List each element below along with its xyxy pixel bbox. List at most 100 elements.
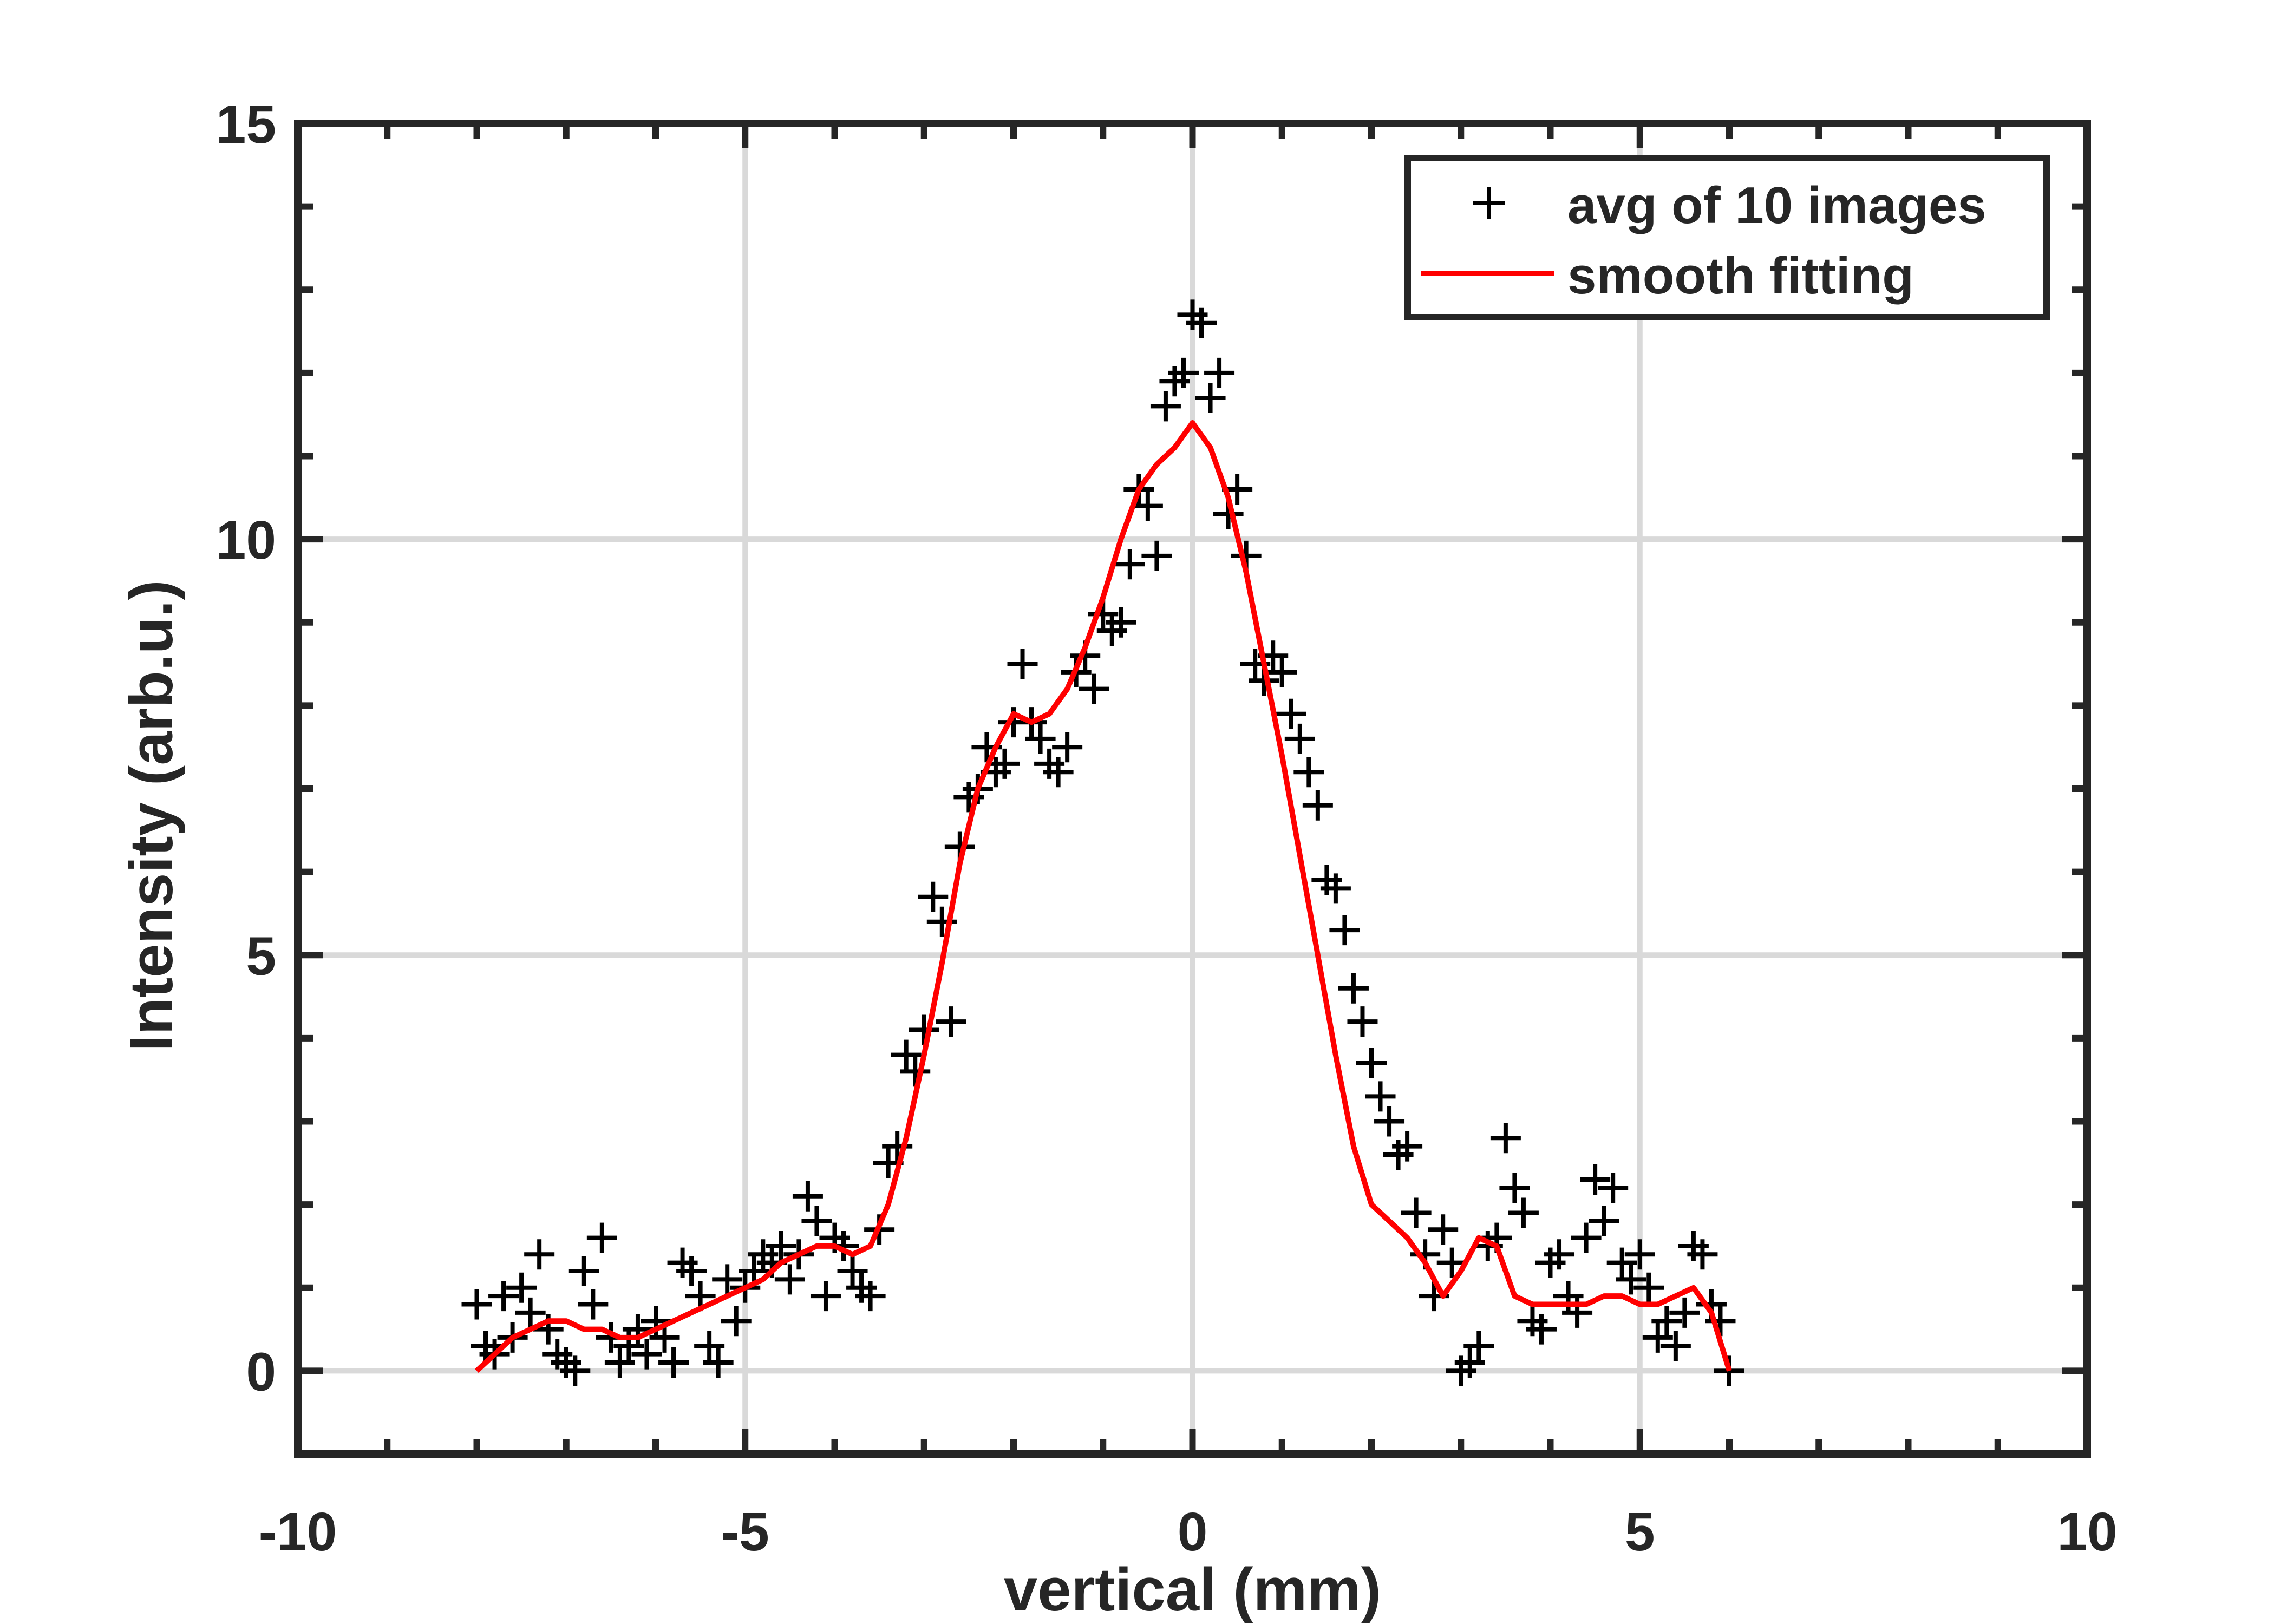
fit-line-series (475, 420, 1732, 1373)
data-point (676, 1256, 707, 1287)
data-point (989, 748, 1020, 779)
axes-box (294, 120, 2091, 1458)
data-point (658, 1347, 689, 1378)
x-tick-label: 0 (1178, 1502, 1208, 1562)
data-point (703, 1347, 734, 1378)
x-tick-label: -5 (721, 1502, 769, 1562)
data-point (1204, 357, 1235, 388)
data-point (1141, 540, 1172, 571)
x-tick-labels: -10 -5 0 5 10 (259, 1502, 2118, 1562)
legend-plus-marker (1473, 187, 1505, 219)
data-point (1651, 1306, 1682, 1337)
data-point (1660, 1331, 1691, 1361)
data-point (631, 1339, 662, 1370)
x-tick-label: -10 (259, 1502, 337, 1562)
data-point (1293, 757, 1324, 788)
x-axis-label: vertical (mm) (1004, 1556, 1381, 1623)
data-point (1669, 1297, 1700, 1328)
data-point (1490, 1123, 1521, 1154)
data-point (1571, 1222, 1602, 1253)
data-point (1329, 915, 1360, 946)
data-point (1401, 1197, 1432, 1228)
data-point (515, 1297, 546, 1328)
data-point (1276, 698, 1306, 729)
data-point (568, 1256, 599, 1287)
data-point (586, 1222, 617, 1253)
data-point (1168, 357, 1199, 388)
y-tick-label: 15 (216, 94, 276, 155)
data-point (1302, 790, 1333, 821)
data-point (1392, 1131, 1423, 1162)
data-point (1508, 1197, 1539, 1228)
data-point (506, 1272, 537, 1303)
data-point (1428, 1214, 1459, 1245)
data-point (891, 1039, 922, 1070)
legend: avg of 10 images smooth fitting (1404, 155, 2050, 320)
data-point (1007, 649, 1038, 679)
data-point (1347, 1006, 1378, 1037)
data-point (560, 1355, 591, 1386)
data-point (1616, 1264, 1646, 1295)
data-point (524, 1239, 555, 1270)
data-point (1580, 1164, 1611, 1195)
data-point (1284, 723, 1315, 754)
data-point (488, 1281, 519, 1312)
data-point (1606, 1247, 1637, 1278)
y-tick-label: 0 (246, 1341, 276, 1402)
data-point (1705, 1306, 1736, 1337)
data-point (1106, 607, 1136, 638)
data-point (1463, 1331, 1494, 1361)
data-point (882, 1131, 913, 1162)
data-point (1338, 973, 1369, 1004)
data-point (855, 1281, 886, 1312)
data-point (1356, 1047, 1387, 1078)
data-point (1052, 732, 1083, 763)
data-point (774, 1264, 805, 1295)
legend-label-fit: smooth fitting (1567, 247, 1914, 305)
data-point (909, 1014, 939, 1045)
data-point (721, 1306, 752, 1337)
data-point (1499, 1173, 1530, 1203)
x-tick-label: 5 (1625, 1502, 1655, 1562)
data-point (1320, 873, 1351, 904)
data-point (1589, 1206, 1619, 1236)
data-point (604, 1347, 635, 1378)
data-point (1642, 1322, 1673, 1353)
data-point (1114, 549, 1145, 580)
data-point (1687, 1239, 1718, 1270)
data-point (936, 1006, 966, 1037)
legend-label-avg: avg of 10 images (1567, 176, 1987, 234)
data-point (578, 1289, 609, 1320)
data-point (1079, 673, 1109, 704)
data-point (1266, 657, 1297, 687)
data-point (461, 1289, 492, 1320)
data-point (837, 1256, 868, 1287)
fit-line (475, 420, 1732, 1373)
data-point (712, 1264, 743, 1295)
data-point (792, 1181, 823, 1212)
data-point (1544, 1239, 1575, 1270)
data-point (1633, 1272, 1664, 1303)
data-point (1025, 723, 1056, 754)
data-point (1043, 757, 1074, 788)
data-point (1195, 382, 1226, 413)
data-point (1454, 1347, 1485, 1378)
data-point (918, 881, 949, 912)
data-point (1150, 391, 1181, 422)
data-point (1374, 1106, 1405, 1137)
legend-box (1404, 155, 2050, 320)
data-point (1132, 490, 1163, 521)
x-tick-label: 10 (2057, 1502, 2117, 1562)
data-point (766, 1230, 796, 1261)
y-axis-label: Intensity (arb.u.) (117, 580, 185, 1051)
data-point (694, 1331, 725, 1361)
data-point (1186, 307, 1217, 338)
data-point (801, 1206, 832, 1236)
legend-marker-glyph (1473, 187, 1505, 219)
y-tick-labels: 0 5 10 15 (216, 94, 276, 1402)
data-point (1526, 1314, 1557, 1345)
data-point (1624, 1239, 1655, 1270)
y-tick-label: 10 (216, 510, 276, 571)
data-point (1598, 1173, 1629, 1203)
